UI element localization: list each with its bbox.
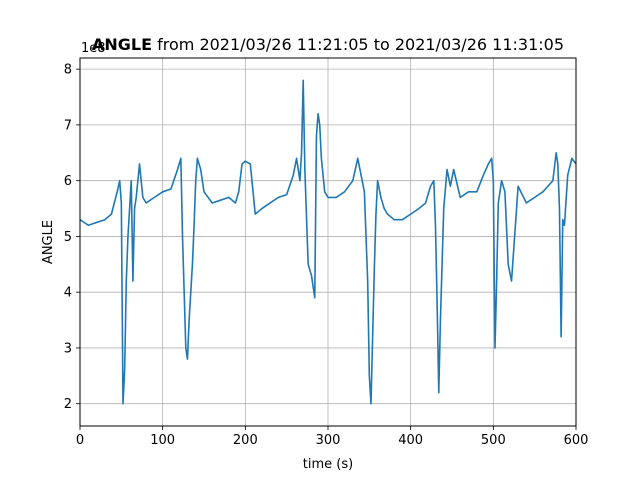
chart-title-bold: ANGLE: [92, 35, 152, 54]
axis-ticks: 0 100 200 300 400 500 600 2 3 4 5 6 7 8: [64, 63, 589, 448]
y-tick-label: 5: [64, 230, 72, 245]
x-tick-label: 100: [150, 433, 175, 448]
x-tick-label: 400: [398, 433, 423, 448]
y-tick-label: 3: [64, 341, 72, 356]
x-tick-label: 500: [481, 433, 506, 448]
x-tick-label: 0: [76, 433, 84, 448]
y-tick-label: 2: [64, 397, 72, 412]
chart-title: ANGLE from 2021/03/26 11:21:05 to 2021/0…: [92, 35, 564, 54]
y-tick-label: 6: [64, 174, 72, 189]
y-tick-label: 4: [64, 286, 72, 301]
x-axis-label: time (s): [303, 457, 353, 472]
series-line-angle: [80, 79, 576, 405]
y-axis-label: ANGLE: [41, 220, 56, 264]
x-tick-label: 300: [316, 433, 341, 448]
x-tick-label: 600: [564, 433, 589, 448]
x-tick-label: 200: [233, 433, 258, 448]
chart-title-rest: from 2021/03/26 11:21:05 to 2021/03/26 1…: [152, 35, 564, 54]
y-tick-label: 7: [64, 118, 72, 133]
offset-label: 1e8: [81, 41, 106, 56]
y-tick-label: 8: [64, 63, 72, 78]
